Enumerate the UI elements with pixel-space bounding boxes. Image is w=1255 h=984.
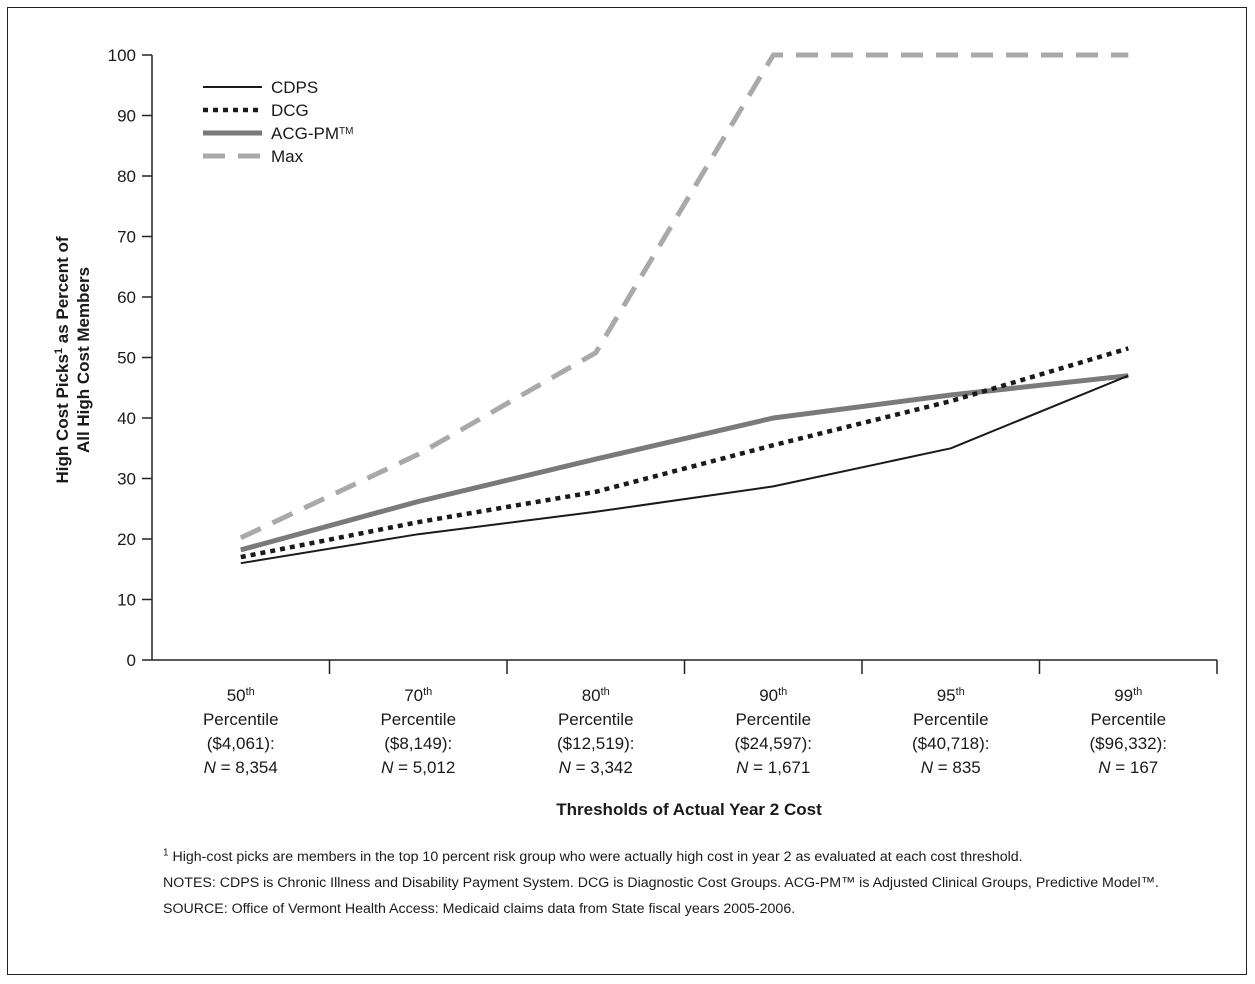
series-line-max [239,52,1129,541]
category-n: N = 167 [1098,758,1158,777]
category-n: N = 8,354 [204,758,278,777]
category-word: Percentile [380,710,456,729]
category-word: Percentile [203,710,279,729]
legend-label: DCG [271,101,309,120]
x-category-label: 70th Percentile ($8,149): N = 5,012 [380,686,456,777]
footnote-1: 1 High-cost picks are members in the top… [163,848,1173,866]
series-line-acg-pm [240,373,1129,553]
category-cost: ($96,332): [1090,734,1168,753]
category-percentile: 70th [404,686,432,705]
legend-label: CDPS [271,78,318,97]
x-category-label: 50th Percentile ($4,061): N = 8,354 [203,686,279,777]
y-tick-label: 80 [117,167,136,186]
x-category-label: 80th Percentile ($12,519): N = 3,342 [557,686,635,777]
category-percentile: 50th [227,686,255,705]
category-cost: ($40,718): [912,734,990,753]
category-percentile: 80th [582,686,610,705]
y-axis-title-footnote-mark: 1 [53,348,65,354]
legend-label: Max [271,147,304,166]
y-tick-label: 20 [117,530,136,549]
x-category-label: 90th Percentile ($24,597): N = 1,671 [735,686,813,777]
legend-item: Max [203,147,304,166]
svg-text:High Cost Picks1 as Percent of: High Cost Picks1 as Percent of [53,236,72,483]
category-cost: ($8,149): [384,734,452,753]
y-tick-label: 40 [117,409,136,428]
source-text: SOURCE: Office of Vermont Health Access:… [163,901,796,917]
category-word: Percentile [558,710,634,729]
legend-item: DCG [203,101,309,120]
category-n: N = 1,671 [736,758,810,777]
category-cost: ($24,597): [735,734,813,753]
y-axis-title-part2: as Percent of [53,236,72,348]
y-axis: 0 10 20 30 40 50 60 70 80 90 100 [108,46,153,670]
y-tick-label: 30 [117,470,136,489]
y-tick-label: 50 [117,349,136,368]
x-axis: 50th Percentile ($4,061): N = 8,354 70th Perc… [152,659,1218,777]
category-cost: ($12,519): [557,734,635,753]
series-layer [239,52,1129,565]
y-tick-label: 70 [117,228,136,247]
footnote-1-mark: 1 [163,847,169,859]
y-tick-label: 60 [117,288,136,307]
y-tick-label: 100 [108,46,136,65]
category-percentile: 90th [759,686,787,705]
category-n: N = 3,342 [559,758,633,777]
footnotes: 1 High-cost picks are members in the top… [163,848,1173,926]
y-axis-title-part1: High Cost Picks [53,354,72,483]
category-n: N = 835 [921,758,981,777]
legend-item: CDPS [203,78,318,97]
category-percentile: 99th [1114,686,1142,705]
y-tick-label: 10 [117,591,136,610]
series-line-dcg [240,346,1129,560]
y-axis-title: High Cost Picks1 as Percent of All High … [53,236,93,483]
legend-item: ACG-PMTM [203,124,353,143]
footnote-1-text: High-cost picks are members in the top 1… [168,849,1023,865]
legend: CDPS DCG ACG-PMTM Max [203,78,353,166]
legend-label: ACG-PMTM [271,124,353,143]
notes-text: NOTES: CDPS is Chronic Illness and Disab… [163,875,1159,891]
x-axis-title: Thresholds of Actual Year 2 Cost [556,800,822,819]
x-category-label: 95th Percentile ($40,718): N = 835 [912,686,990,777]
category-word: Percentile [1090,710,1166,729]
category-n: N = 5,012 [381,758,455,777]
figure-frame [7,7,1247,975]
y-tick-label: 0 [127,651,136,670]
category-percentile: 95th [937,686,965,705]
category-cost: ($4,061): [207,734,275,753]
category-word: Percentile [735,710,811,729]
y-tick-label: 90 [117,107,136,126]
y-axis-title-line2: All High Cost Members [74,267,93,453]
series-line-cdps [240,374,1129,565]
category-word: Percentile [913,710,989,729]
x-category-label: 99th Percentile ($96,332): N = 167 [1090,686,1168,777]
